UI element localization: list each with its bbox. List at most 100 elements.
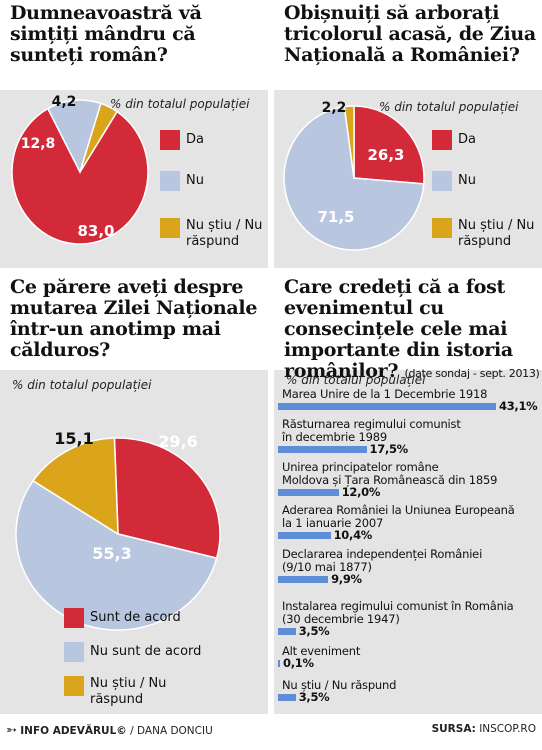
pie-label-sunt-de-acord: 29,6 bbox=[158, 432, 197, 451]
panel-flag-subtitle: % din totalul populației bbox=[379, 100, 519, 114]
legend-swatch-da bbox=[160, 130, 180, 150]
bar-label-6: Instalarea regimului comunist în România… bbox=[282, 600, 514, 626]
bar-8 bbox=[278, 694, 296, 701]
legend-swatch-nustiu bbox=[160, 218, 180, 238]
pie-label-nu-sunt-de-acord: 55,3 bbox=[92, 544, 131, 563]
pie-label-da: 26,3 bbox=[367, 146, 404, 164]
bar-value-2: 17,5% bbox=[369, 442, 409, 456]
pie-slice-da bbox=[11, 107, 149, 245]
pie-slice-sunt-de-acord bbox=[113, 437, 221, 560]
bar-label-2: Răsturnarea regimului comunist în decembr… bbox=[282, 418, 461, 444]
pie-chart-move-day: 29,6 55,3 15,1 bbox=[15, 429, 221, 631]
panel-flag-header: Obișnuiți să arborați tricolorul acasă, … bbox=[274, 0, 542, 90]
legend-label-nu-acord: Nu sunt de acord bbox=[90, 644, 202, 659]
bar-value-1: 43,1% bbox=[499, 399, 538, 413]
panel-events: Care credeți că a fost evenimentul cu co… bbox=[274, 274, 542, 714]
legend-label-nustiu: Nu știu / Nu răspund bbox=[458, 218, 535, 249]
bar-3 bbox=[278, 489, 339, 496]
bar-label-1: Marea Unire de la 1 Decembrie 1918 bbox=[282, 388, 487, 401]
footer-source: SURSA: INSCOP.RO bbox=[432, 723, 536, 735]
pie-slice-nu bbox=[46, 99, 102, 175]
footer-author: / DANA DONCIU bbox=[130, 725, 213, 737]
bar-value-6: 3,5% bbox=[298, 624, 330, 638]
panel-move-day-subtitle: % din totalul populației bbox=[12, 378, 152, 392]
pie-slice-nu-stiu-nu-raspund bbox=[32, 437, 119, 536]
legend-label-nu: Nu bbox=[458, 173, 476, 188]
pie-slice-nu-stiu-nu-raspund bbox=[79, 102, 119, 173]
footer-brand: INFO ADEVĂRUL© bbox=[20, 725, 127, 737]
bar-label-line: la 1 ianuarie 2007 bbox=[282, 516, 384, 530]
panel-proud: Dumneavoastră vă simțiți mândru că sunte… bbox=[0, 0, 268, 268]
bar-label-line: Răsturnarea regimului comunist bbox=[282, 417, 461, 431]
pie-label-nu-stiu-nu-raspund: 15,1 bbox=[54, 429, 93, 448]
bar-2 bbox=[278, 446, 367, 453]
pie-chart-proud: 83,0 12,8 4,2 bbox=[11, 94, 149, 245]
pie-label-nu-stiu-nu-raspund: 2,2 bbox=[322, 100, 347, 116]
legend-swatch-da bbox=[432, 130, 452, 150]
pie-slice-nu-stiu-nu-raspund bbox=[343, 105, 355, 179]
bar-6 bbox=[278, 628, 296, 635]
panel-proud-subtitle: % din totalul populației bbox=[110, 97, 250, 111]
legend-swatch-nustiu bbox=[432, 218, 452, 238]
bar-label-7: Alt eveniment bbox=[282, 645, 360, 658]
legend-swatch-nu bbox=[160, 171, 180, 191]
pie-slice-da bbox=[353, 105, 425, 185]
legend-swatch-nustiu bbox=[64, 676, 84, 696]
bar-label-line: Nu știu / Nu răspund bbox=[282, 678, 397, 692]
panel-proud-title: Dumneavoastră vă simțiți mândru că sunte… bbox=[10, 2, 202, 66]
pie-label-da: 83,0 bbox=[77, 222, 114, 240]
bar-label-3: Unirea principatelor române Moldova și Ța… bbox=[282, 461, 497, 487]
pie-label-nu: 71,5 bbox=[317, 208, 354, 226]
bar-5 bbox=[278, 576, 329, 583]
bar-label-line: Aderarea României la Uniunea Europeană bbox=[282, 503, 515, 517]
panel-move-day-title: Ce părere aveți despre mutarea Zilei Naț… bbox=[10, 276, 258, 361]
bar-1 bbox=[278, 403, 496, 410]
bar-label-line: în decembrie 1989 bbox=[282, 430, 387, 444]
bar-label-line: (30 decembrie 1947) bbox=[282, 612, 400, 626]
bar-value-3: 12,0% bbox=[341, 485, 381, 499]
legend-swatch-nu bbox=[432, 171, 452, 191]
legend-label-da: Da bbox=[186, 132, 204, 147]
pie-chart-flag: 26,3 71,5 2,2 bbox=[283, 100, 425, 251]
legend-swatch-acord bbox=[64, 608, 84, 628]
bar-value-5: 9,9% bbox=[331, 572, 362, 586]
legend-label-acord: Sunt de acord bbox=[90, 610, 181, 625]
bar-value-8: 3,5% bbox=[298, 690, 330, 704]
panel-events-note: (date sondaj - sept. 2013) bbox=[404, 367, 540, 380]
bar-label-line: Alt eveniment bbox=[282, 644, 361, 658]
legend-label-nu: Nu bbox=[186, 173, 204, 188]
bar-value-7: 0,1% bbox=[283, 656, 314, 670]
panel-events-title-text: Care credeți că a fost evenimentul cu co… bbox=[284, 276, 513, 382]
panel-move-day: Ce părere aveți despre mutarea Zilei Naț… bbox=[0, 274, 268, 714]
bar-label-line: Declararea independenței României bbox=[282, 547, 483, 561]
bar-label-line: (9/10 mai 1877) bbox=[282, 560, 372, 574]
panel-events-header: Care credeți că a fost evenimentul cu co… bbox=[274, 274, 542, 382]
bar-label-line: Unirea principatelor române bbox=[282, 460, 439, 474]
bar-label-line: Instalarea regimului comunist în România bbox=[282, 599, 514, 613]
legend-label-da: Da bbox=[458, 132, 476, 147]
bar-value-4: 10,4% bbox=[333, 528, 373, 542]
legend-label-nustiu: Nu știu / Nu răspund bbox=[90, 676, 167, 707]
footer-source-label: SURSA: bbox=[431, 723, 476, 735]
pie-label-nu-stiu-nu-raspund: 4,2 bbox=[52, 94, 77, 110]
bar-label-8: Nu știu / Nu răspund bbox=[282, 679, 396, 692]
bar-label-line: Marea Unire de la 1 Decembrie 1918 bbox=[282, 387, 488, 401]
bird-logo-icon: ➳ bbox=[6, 723, 17, 738]
legend-swatch-nu-acord bbox=[64, 642, 84, 662]
bar-label-4: Aderarea României la Uniunea Europeană la… bbox=[282, 504, 515, 530]
panel-flag-title: Obișnuiți să arborați tricolorul acasă, … bbox=[284, 2, 536, 66]
panel-events-title: Care credeți că a fost evenimentul cu co… bbox=[284, 277, 542, 384]
panel-flag: Obișnuiți să arborați tricolorul acasă, … bbox=[274, 0, 542, 268]
footer-source-value: INSCOP.RO bbox=[479, 723, 536, 735]
bar-label-line: Moldova și Țara Românească din 1859 bbox=[282, 473, 498, 487]
legend-label-nustiu: Nu știu / Nu răspund bbox=[186, 218, 263, 249]
pie-label-nu: 12,8 bbox=[21, 136, 56, 152]
bar-7 bbox=[278, 660, 280, 667]
panel-move-day-header: Ce părere aveți despre mutarea Zilei Naț… bbox=[0, 274, 268, 370]
bar-label-5: Declararea independenței României (9/10 m… bbox=[282, 548, 482, 574]
footer-credit: ➳ INFO ADEVĂRUL© / DANA DONCIU bbox=[6, 723, 213, 738]
bar-4 bbox=[278, 532, 331, 539]
panel-events-subtitle: % din totalul populației bbox=[286, 373, 426, 387]
panel-proud-header: Dumneavoastră vă simțiți mândru că sunte… bbox=[0, 0, 268, 90]
pie-slice-nu bbox=[283, 105, 425, 251]
